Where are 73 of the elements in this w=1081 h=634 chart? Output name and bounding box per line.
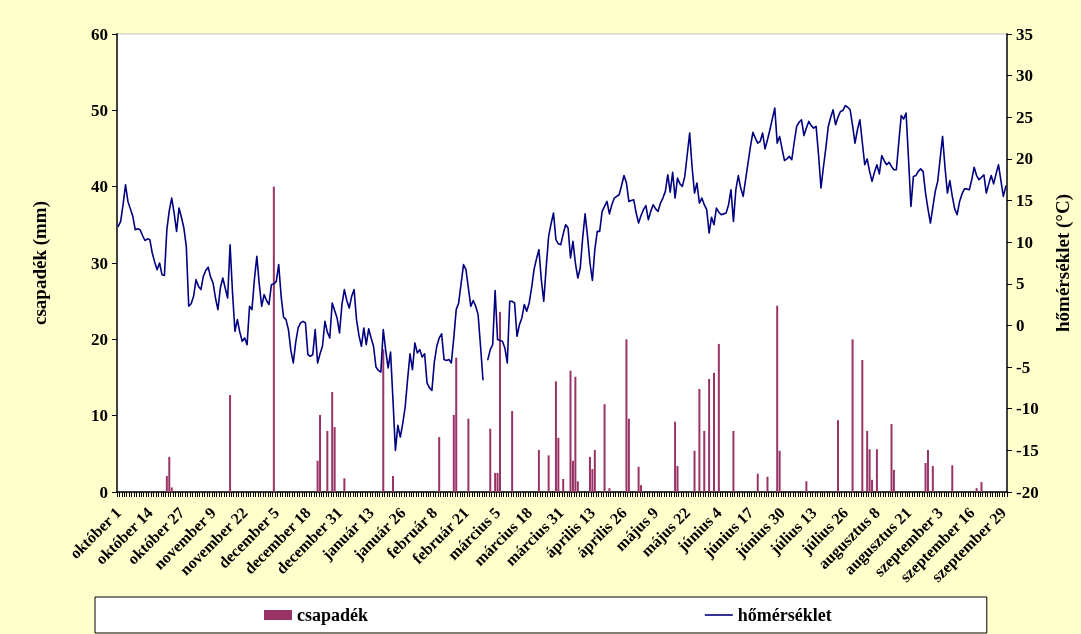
y-axis-title: csapadék (mm): [29, 200, 51, 326]
y2-axis-title: hőmérséklet (°C): [1052, 194, 1074, 332]
y2-tick-label: -15: [1016, 440, 1039, 460]
y2-tick-label: 10: [1016, 232, 1033, 252]
bar: [975, 488, 978, 492]
y-tick-label: 30: [91, 253, 108, 273]
bar: [851, 339, 854, 492]
y2-tick-label: 0: [1016, 315, 1025, 335]
bar: [776, 305, 779, 492]
y2-tick-label: -10: [1016, 399, 1039, 419]
bar: [708, 379, 711, 492]
bar: [625, 339, 628, 492]
bar: [554, 381, 557, 492]
bar: [229, 395, 232, 492]
bar: [875, 449, 878, 492]
y-tick-label: 40: [91, 177, 108, 197]
bar: [608, 488, 611, 492]
y2-tick-label: 25: [1016, 107, 1033, 127]
bar: [637, 466, 640, 492]
bar: [588, 456, 591, 492]
bar: [547, 455, 550, 492]
bar: [674, 421, 677, 492]
y2-tick-label: 5: [1016, 274, 1025, 294]
bar: [326, 430, 329, 492]
bar: [498, 311, 501, 492]
bar: [574, 376, 577, 492]
bar: [319, 414, 322, 492]
bar: [467, 418, 470, 492]
bar: [562, 479, 565, 492]
bar: [455, 357, 458, 492]
bar: [603, 404, 606, 492]
bar: [931, 466, 934, 492]
bar: [382, 349, 385, 492]
y2-tick-label: 30: [1016, 66, 1033, 86]
y2-tick-label: -5: [1016, 357, 1031, 377]
bar: [272, 186, 275, 492]
bar: [717, 343, 720, 492]
bar: [168, 456, 171, 492]
y2-tick-label: 15: [1016, 191, 1033, 211]
bar: [392, 475, 394, 492]
bar: [837, 420, 839, 492]
y-tick-label: 20: [91, 329, 108, 349]
bar: [593, 450, 596, 492]
bar: [698, 388, 701, 492]
bar: [438, 437, 441, 492]
bar: [732, 430, 735, 492]
bar: [489, 428, 492, 492]
bar: [861, 359, 864, 492]
bar: [537, 450, 540, 492]
bar: [693, 450, 696, 492]
bar: [343, 478, 346, 492]
bar: [511, 411, 514, 492]
legend-label: hőmérséklet: [737, 605, 832, 625]
bar: [805, 481, 808, 492]
y-tick-label: 10: [91, 406, 108, 426]
bar: [569, 370, 572, 492]
y-tick-label: 50: [91, 100, 108, 120]
y-tick-label: 0: [99, 482, 108, 502]
bar: [712, 372, 715, 492]
bar: [926, 450, 929, 492]
bar: [890, 424, 893, 492]
bar: [766, 476, 769, 492]
bar: [951, 465, 954, 492]
y2-tick-label: -20: [1016, 482, 1039, 502]
y2-tick-label: 35: [1016, 24, 1033, 44]
y-tick-label: 60: [91, 24, 108, 44]
y2-tick-label: 20: [1016, 149, 1033, 169]
bar: [703, 430, 706, 492]
legend-label: csapadék: [297, 605, 369, 625]
bar: [756, 473, 759, 492]
bar: [331, 392, 334, 492]
bar: [866, 430, 869, 492]
bar: [980, 482, 983, 492]
